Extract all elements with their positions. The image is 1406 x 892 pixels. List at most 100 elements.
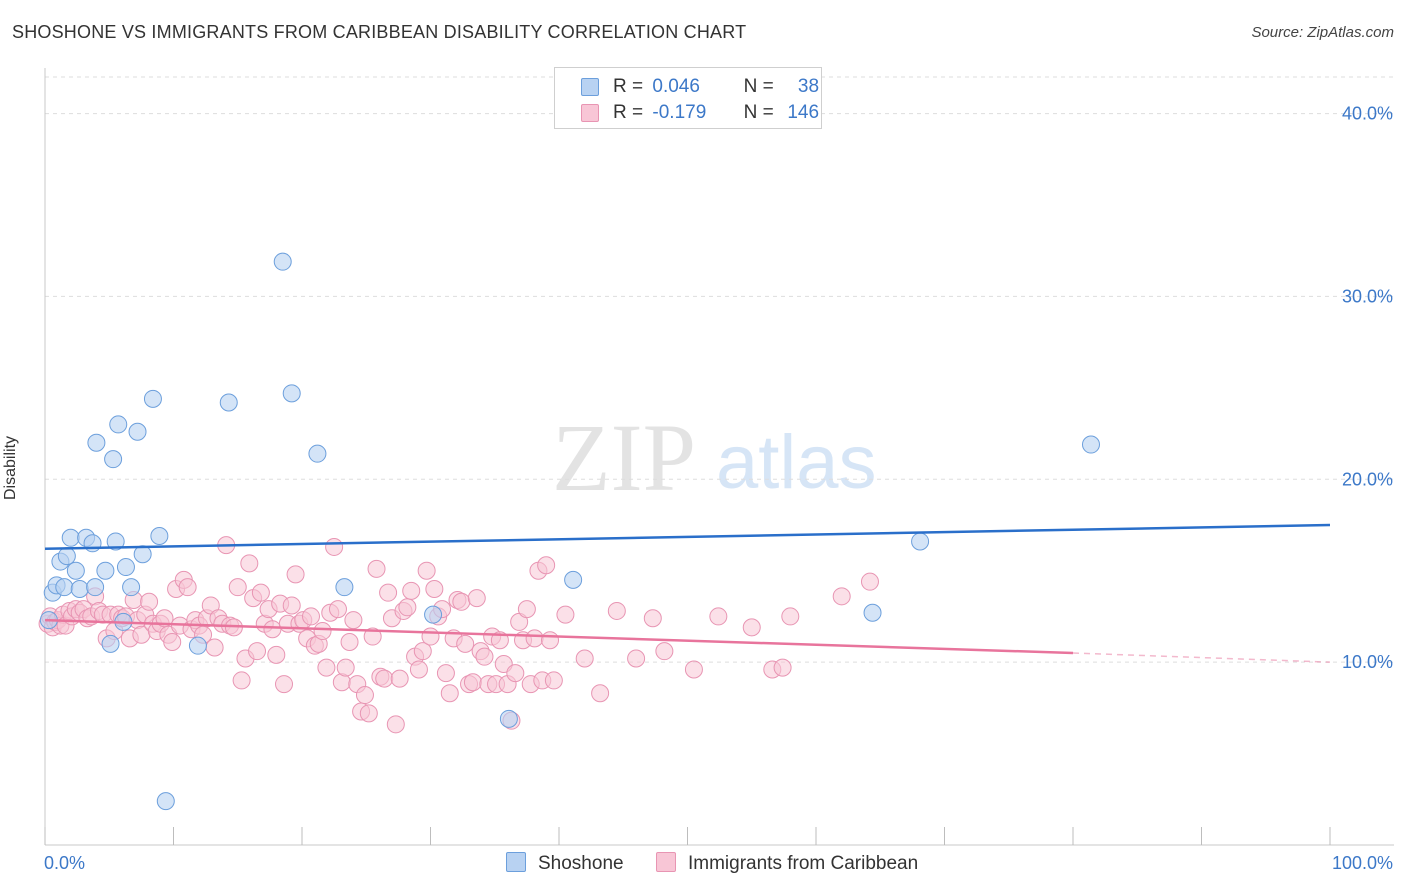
caribbean-point <box>413 642 432 661</box>
caribbean-point <box>390 669 409 688</box>
caribbean-point <box>832 587 851 606</box>
caribbean-point <box>375 669 394 688</box>
watermark: ZIP atlas <box>552 404 877 511</box>
shoshone-point <box>424 605 443 624</box>
shoshone-point <box>70 580 89 598</box>
caribbean-points <box>38 536 879 734</box>
caribbean-point <box>286 565 305 584</box>
shoshone-swatch <box>506 852 526 872</box>
caribbean-point <box>607 601 626 620</box>
caribbean-point <box>655 642 674 661</box>
caribbean-point <box>336 658 355 677</box>
caribbean-point <box>544 671 563 690</box>
trend-lines <box>44 523 1331 663</box>
caribbean-point <box>228 578 247 597</box>
caribbean-point <box>340 633 359 652</box>
y-axis-label: Disability <box>2 435 19 500</box>
watermark-zip: ZIP <box>552 404 696 511</box>
caribbean-point <box>517 600 536 619</box>
shoshone-point <box>308 444 327 463</box>
caribbean-point <box>467 589 486 608</box>
shoshone-trend-line <box>44 523 1331 551</box>
caribbean-point <box>781 607 800 626</box>
caribbean-point <box>386 715 405 734</box>
shoshone-point <box>150 526 169 545</box>
caribbean-point <box>860 572 879 591</box>
shoshone-point <box>116 558 135 577</box>
caribbean-swatch <box>581 104 599 122</box>
caribbean-point <box>232 671 251 690</box>
y-tick-label: 40.0% <box>1342 104 1393 124</box>
shoshone-point <box>101 634 120 653</box>
caribbean-point <box>263 620 282 639</box>
legend-n-value: 38 <box>797 76 820 97</box>
shoshone-point <box>61 528 80 547</box>
shoshone-point <box>106 532 125 551</box>
caribbean-point <box>452 592 471 611</box>
shoshone-point <box>109 415 128 434</box>
y-tick-label: 30.0% <box>1342 286 1393 306</box>
shoshone-point <box>96 561 115 580</box>
legend-r-label: R = <box>613 76 644 97</box>
shoshone-point <box>128 422 147 441</box>
caribbean-point <box>440 684 459 703</box>
bottom-legend-shoshone: Shoshone <box>506 852 624 875</box>
caribbean-point <box>709 607 728 626</box>
caribbean-trend-line <box>44 618 1074 655</box>
caribbean-point <box>344 611 363 630</box>
caribbean-point <box>684 660 703 679</box>
caribbean-point <box>240 554 259 573</box>
correlation-legend: R = 0.046 N = 38 R = -0.179 N = 146 <box>554 67 822 129</box>
shoshone-point <box>156 792 175 811</box>
shoshone-point <box>143 389 162 408</box>
shoshone-swatch <box>581 78 599 96</box>
caribbean-point <box>425 580 444 598</box>
source-label: Source: ZipAtlas.com <box>1251 24 1394 41</box>
caribbean-point <box>541 631 560 650</box>
caribbean-point <box>421 627 440 646</box>
tick-labels: 10.0% 20.0% 30.0% 40.0% 0.0% 100.0% <box>44 104 1393 873</box>
shoshone-point <box>104 450 123 469</box>
caribbean-point <box>178 578 197 597</box>
shoshone-point <box>55 578 74 597</box>
caribbean-point <box>205 638 224 657</box>
shoshone-point <box>122 578 141 597</box>
caribbean-point <box>436 664 455 683</box>
bottom-legend-label: Shoshone <box>538 853 624 874</box>
caribbean-point <box>463 673 482 692</box>
legend-n-value: 146 <box>787 102 820 123</box>
caribbean-point <box>317 658 336 677</box>
caribbean-trend-extension <box>1072 652 1331 663</box>
x-tick-label-min: 0.0% <box>44 853 85 873</box>
caribbean-point <box>379 583 398 602</box>
bottom-legend-caribbean: Immigrants from Caribbean <box>656 852 918 875</box>
caribbean-point <box>313 622 332 641</box>
shoshone-point <box>499 709 518 728</box>
shoshone-point <box>564 570 583 589</box>
shoshone-point <box>335 578 354 597</box>
caribbean-point <box>525 629 544 648</box>
watermark-atlas: atlas <box>716 420 877 505</box>
y-tick-label: 20.0% <box>1342 469 1393 489</box>
caribbean-point <box>417 561 436 580</box>
bottom-legend-label: Immigrants from Caribbean <box>688 853 919 874</box>
caribbean-point <box>363 627 382 646</box>
shoshone-point <box>66 561 85 580</box>
legend-n-label: N = <box>743 102 774 123</box>
caribbean-point <box>355 686 374 705</box>
caribbean-point <box>328 600 347 619</box>
caribbean-point <box>575 649 594 668</box>
caribbean-point <box>742 618 761 637</box>
legend-r-value: -0.179 <box>652 102 707 123</box>
legend-n-label: N = <box>743 76 774 97</box>
caribbean-point <box>301 607 320 626</box>
caribbean-point <box>402 581 421 600</box>
shoshone-point <box>86 578 105 597</box>
caribbean-point <box>267 645 286 664</box>
legend-r-value: 0.046 <box>652 76 700 97</box>
axes <box>44 68 1394 846</box>
caribbean-point <box>251 583 270 602</box>
caribbean-point <box>248 642 267 661</box>
caribbean-point <box>367 559 386 578</box>
shoshone-point <box>87 433 106 452</box>
